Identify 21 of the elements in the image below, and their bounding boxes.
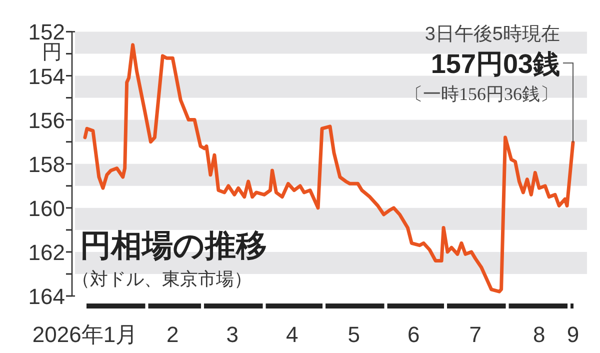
y-axis-title: 円: [42, 42, 62, 64]
text: 円相場の推移: [80, 228, 267, 263]
y-tick-label: 158: [28, 152, 65, 177]
annotation: 3日午後5時現在: [424, 24, 560, 45]
x-tick-label: 2: [166, 322, 179, 347]
y-tick-label: 164: [28, 284, 65, 309]
text: （対ドル、東京市場）: [72, 269, 252, 289]
y-tick-label: 156: [28, 108, 65, 133]
y-tick-label: 160: [28, 196, 65, 221]
annotation: 157円03銭: [430, 49, 560, 79]
x-tick-label: 9: [566, 322, 580, 347]
annotation: 〔一時156円36銭〕: [405, 84, 558, 104]
x-tick-label: 3: [226, 322, 239, 347]
x-tick-label: 7: [469, 322, 482, 347]
x-tick-label: 5: [348, 322, 360, 347]
y-tick-label: 154: [28, 64, 65, 89]
x-tick-label: 8: [533, 322, 546, 347]
y-tick-label: 162: [28, 240, 65, 265]
x-tick-label: 4: [286, 322, 298, 347]
x-tick-label: 6: [408, 322, 420, 347]
x-tick-label: 2026年1月: [32, 322, 138, 347]
